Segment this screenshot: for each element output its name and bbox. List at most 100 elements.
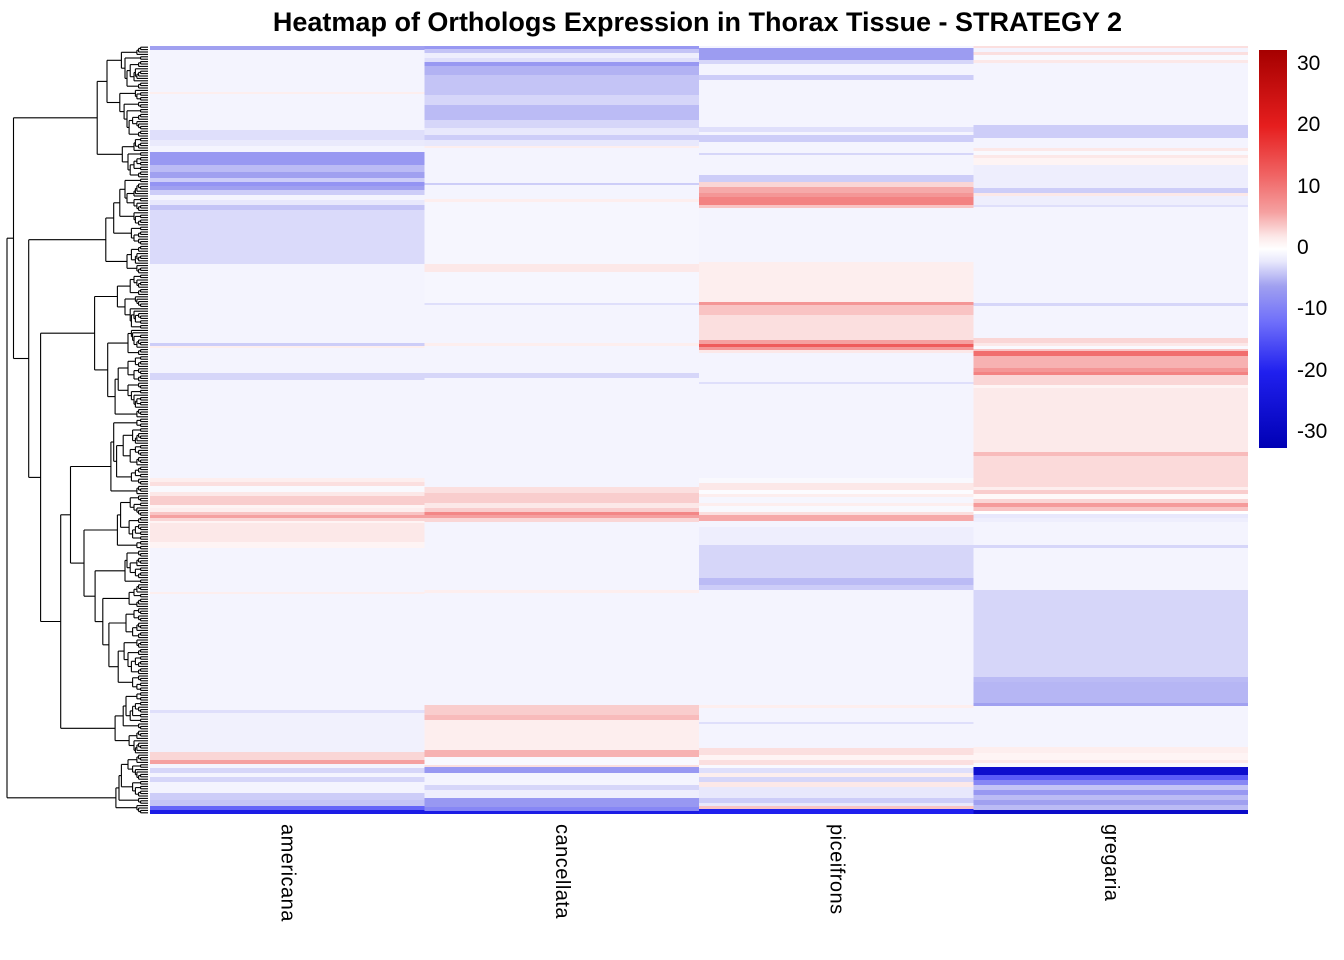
expression-band <box>424 750 699 757</box>
expression-band <box>424 53 699 58</box>
expression-band <box>424 264 699 272</box>
expression-band <box>150 478 425 482</box>
heatmap-column-piceifrons <box>699 46 974 814</box>
expression-band <box>150 810 425 814</box>
expression-band <box>424 515 699 518</box>
expression-band <box>699 197 974 205</box>
expression-band <box>150 512 425 515</box>
expression-band <box>424 773 699 785</box>
expression-band <box>973 303 1248 306</box>
expression-band <box>699 803 974 806</box>
heatmap-grid <box>150 46 1248 814</box>
expression-band <box>973 205 1248 207</box>
expression-band <box>424 767 699 773</box>
expression-band <box>973 545 1248 548</box>
expression-band <box>973 356 1248 368</box>
expression-band <box>150 205 425 210</box>
expression-band <box>973 785 1248 790</box>
expression-band <box>150 346 425 348</box>
expression-band <box>699 46 974 48</box>
expression-band <box>424 128 699 135</box>
expression-band <box>973 351 1248 356</box>
expression-band <box>973 703 1248 706</box>
expression-band <box>699 490 974 494</box>
expression-band <box>973 682 1248 703</box>
expression-band <box>424 305 699 343</box>
expression-band <box>699 760 974 765</box>
expression-band <box>973 795 1248 800</box>
expression-band <box>150 195 425 200</box>
colorbar-tick-label: 0 <box>1297 236 1309 259</box>
expression-band <box>973 148 1248 151</box>
expression-band <box>699 305 974 315</box>
expression-band <box>973 193 1248 196</box>
expression-band <box>150 343 425 346</box>
expression-band <box>424 303 699 305</box>
expression-band <box>150 777 425 782</box>
expression-band <box>699 347 974 350</box>
expression-band <box>699 340 974 344</box>
expression-band <box>973 151 1248 155</box>
expression-band <box>424 378 699 487</box>
expression-band <box>150 165 425 172</box>
expression-band <box>150 806 425 810</box>
expression-band <box>699 382 974 384</box>
heatmap-column-cancellata <box>424 46 699 814</box>
expression-band <box>424 487 699 493</box>
expression-band <box>973 518 1248 522</box>
expression-band <box>699 155 974 175</box>
expression-band <box>424 765 699 767</box>
expression-band <box>424 593 699 705</box>
expression-band <box>699 127 974 132</box>
expression-band <box>150 210 425 264</box>
expression-band <box>973 165 1248 188</box>
expression-band <box>424 202 699 264</box>
expression-band <box>699 748 974 755</box>
expression-band <box>973 338 1248 343</box>
expression-band <box>699 590 974 705</box>
expression-band <box>699 506 974 512</box>
row-dendrogram <box>6 46 148 814</box>
colorbar-tick-label: 20 <box>1297 113 1321 137</box>
expression-band <box>150 492 425 496</box>
expression-band <box>424 503 699 508</box>
expression-band <box>150 518 425 521</box>
expression-band <box>973 125 1248 138</box>
expression-band <box>699 705 974 708</box>
expression-band <box>424 512 699 515</box>
expression-band <box>973 767 1248 775</box>
colorbar-tick-label: -20 <box>1297 358 1328 382</box>
expression-band <box>973 548 1248 590</box>
expression-band <box>973 747 1248 753</box>
expression-band <box>424 95 699 105</box>
expression-band <box>699 515 974 521</box>
expression-band <box>699 782 974 787</box>
expression-band <box>699 708 974 722</box>
expression-band <box>973 760 1248 763</box>
expression-band <box>150 200 425 205</box>
expression-band <box>699 187 974 193</box>
expression-band <box>150 146 425 152</box>
expression-band <box>424 49 699 53</box>
expression-band <box>973 763 1248 767</box>
expression-band <box>699 578 974 585</box>
expression-band <box>150 50 425 92</box>
expression-band <box>424 590 699 593</box>
expression-band <box>150 94 425 130</box>
expression-band <box>699 798 974 803</box>
expression-band <box>424 346 699 373</box>
expression-band <box>973 55 1248 60</box>
expression-band <box>973 372 1248 375</box>
expression-band <box>699 75 974 80</box>
colorbar-tick-label: 30 <box>1297 51 1321 75</box>
expression-band <box>150 793 425 800</box>
expression-band <box>150 486 425 492</box>
expression-band <box>973 60 1248 63</box>
expression-band <box>699 193 974 197</box>
expression-band <box>150 800 425 806</box>
expression-band <box>699 64 974 75</box>
expression-band <box>424 183 699 185</box>
expression-band <box>699 777 974 782</box>
expression-band <box>973 487 1248 490</box>
expression-band <box>424 199 699 202</box>
